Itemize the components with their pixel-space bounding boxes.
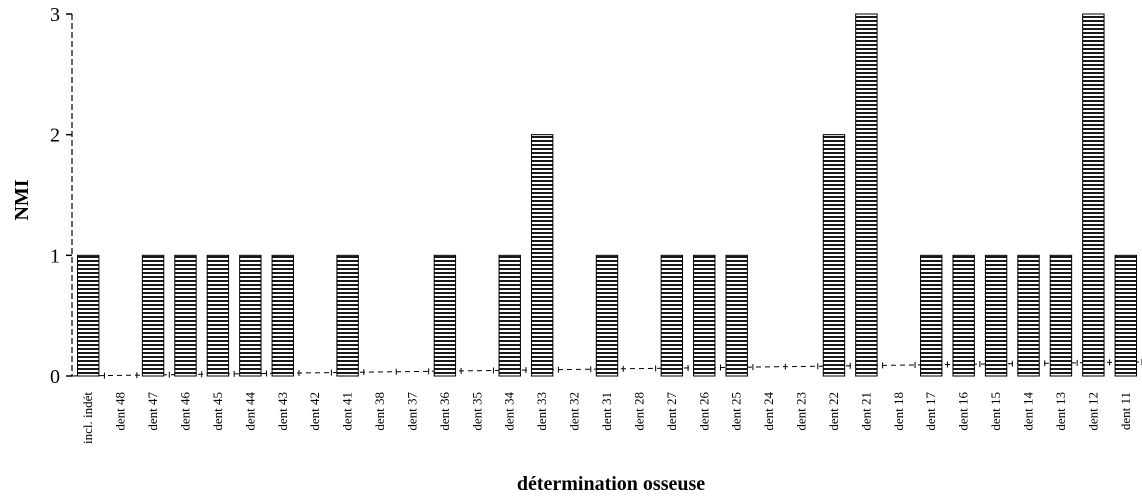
y-axis-title: NMI: [11, 179, 33, 220]
bar: [693, 254, 716, 377]
y-tick-label: 3: [50, 4, 60, 26]
x-tick-label: dent 38: [372, 392, 387, 431]
x-tick-label: dent 47: [145, 392, 160, 431]
x-tick-label: dent 44: [242, 392, 257, 431]
x-tick-label: dent 36: [437, 392, 452, 431]
x-tick-label: dent 24: [761, 392, 776, 431]
x-tick-label: dent 27: [664, 392, 679, 431]
x-tick-label: dent 22: [826, 392, 841, 431]
x-tick-label: dent 46: [177, 392, 192, 431]
x-tick-label: dent 43: [275, 392, 290, 431]
x-tick-label: dent 42: [307, 392, 322, 431]
x-tick-label: dent 21: [858, 392, 873, 431]
x-tick-label: dent 16: [956, 392, 971, 431]
x-tick-label: dent 48: [113, 392, 128, 431]
x-tick-label: dent 14: [1021, 392, 1036, 431]
bar: [822, 134, 846, 377]
bar: [920, 254, 943, 377]
x-tick-label: dent 18: [891, 392, 906, 431]
bar: [498, 254, 521, 377]
bar: [141, 254, 165, 377]
bar: [984, 254, 1008, 377]
x-tick-label: dent 13: [1053, 392, 1068, 431]
bar: [433, 254, 457, 377]
category-labels: incl. indét dent 48 dent 47 dent 46 dent 45 d…: [80, 392, 1133, 444]
x-tick-label: dent 11: [1118, 392, 1133, 430]
bar: [1049, 254, 1073, 377]
bar: [1082, 13, 1105, 377]
bar: [271, 254, 294, 377]
bar: [1114, 254, 1137, 377]
x-tick-label: dent 33: [534, 392, 549, 431]
x-tick-label: dent 23: [794, 392, 809, 431]
y-tick-label: 2: [50, 125, 60, 147]
bar: [77, 254, 100, 377]
x-tick-label: dent 35: [469, 392, 484, 431]
bar: [855, 13, 878, 377]
bars: [77, 13, 1137, 377]
y-tick-label: 0: [50, 366, 60, 388]
bar: [1017, 254, 1040, 377]
y-tick-label: 1: [50, 245, 60, 267]
x-tick-label: dent 26: [696, 392, 711, 431]
bar: [725, 254, 748, 377]
x-tick-label: dent 41: [340, 392, 355, 431]
bar: [336, 254, 359, 377]
bar: [239, 254, 262, 377]
x-tick-label: dent 12: [1085, 392, 1100, 431]
x-tick-label: dent 31: [599, 392, 614, 431]
x-tick-label: incl. indét: [80, 392, 95, 444]
x-axis-title: détermination osseuse: [517, 473, 705, 495]
y-axis: 0 1 2 3: [50, 4, 73, 388]
x-tick-label: dent 15: [988, 392, 1003, 431]
x-tick-label: dent 37: [404, 392, 419, 431]
x-tick-label: dent 17: [923, 392, 938, 431]
bar: [206, 254, 230, 377]
x-tick-label: dent 32: [567, 392, 582, 431]
bar: [174, 254, 197, 377]
x-tick-label: dent 28: [631, 392, 646, 431]
bar: [530, 134, 554, 377]
x-tick-label: dent 25: [729, 392, 744, 431]
x-tick-label: dent 34: [502, 392, 517, 431]
bar: [660, 254, 684, 377]
x-tick-label: dent 45: [210, 392, 225, 431]
bar: [595, 254, 619, 377]
bar: [952, 254, 975, 377]
